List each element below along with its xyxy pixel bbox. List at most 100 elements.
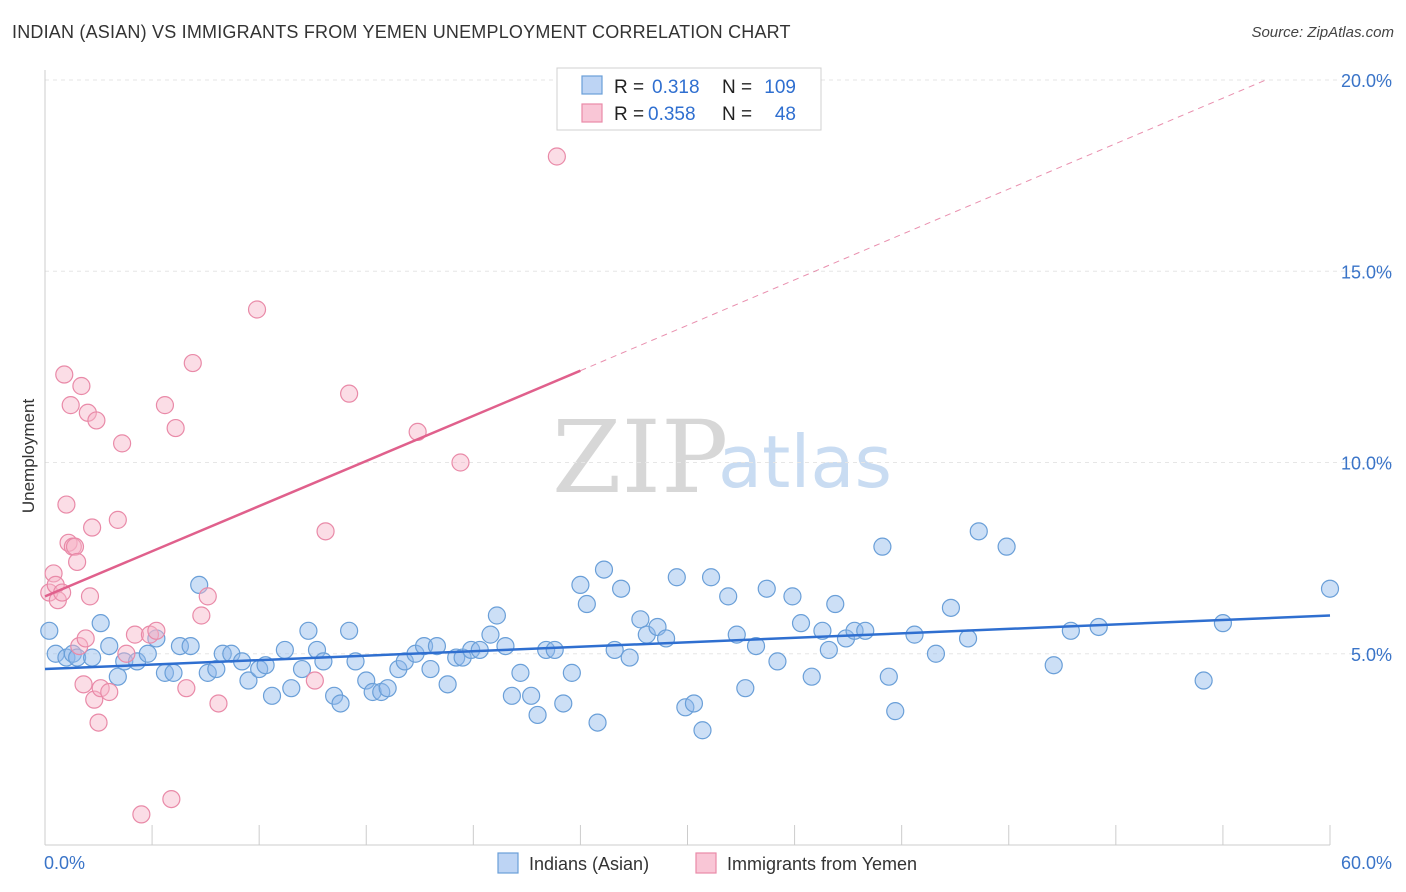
indians-asian-point <box>676 698 695 717</box>
indians-asian-point <box>340 621 359 640</box>
yemen-immigrants-point <box>132 805 151 824</box>
yemen-immigrants-point <box>87 411 106 430</box>
indians-asian-point <box>905 625 924 644</box>
yemen-immigrants-point <box>340 384 359 403</box>
yemen-immigrants-point <box>44 564 63 583</box>
indians-asian-point <box>879 667 898 686</box>
indians-asian-point <box>207 659 226 679</box>
legend-label-indians: Indians (Asian) <box>529 854 649 874</box>
indians-asian-point <box>856 621 875 640</box>
indians-asian-point <box>40 621 59 640</box>
yemen-immigrants-point <box>192 606 211 625</box>
indians-asian-point <box>997 537 1016 556</box>
indians-asian-point <box>181 636 200 656</box>
indians-asian-point <box>719 587 738 606</box>
indians-asian-point <box>1044 656 1063 675</box>
y-tick-label: 20.0% <box>1341 71 1392 91</box>
indians-asian-point <box>783 587 802 606</box>
indians-asian-point <box>571 575 590 595</box>
indians-asian-trend-line <box>44 614 1331 671</box>
indians-asian-point <box>562 663 581 682</box>
stats-n-value-indians: 109 <box>764 77 796 98</box>
indians-asian-point <box>378 679 397 698</box>
indians-asian-point <box>1089 617 1108 637</box>
source-label: Source: ZipAtlas.com <box>1251 24 1394 41</box>
indians-asian-point <box>414 636 434 656</box>
indians-asian-point <box>631 610 650 629</box>
watermark-zip: ZIP <box>552 399 728 516</box>
indians-asian-point <box>357 671 376 690</box>
y-tick-label: 15.0% <box>1341 262 1392 282</box>
indians-asian-point <box>768 652 787 671</box>
indians-asian-point <box>545 640 564 660</box>
indians-asian-point <box>813 621 832 640</box>
legend-label-yemen: Immigrants from Yemen <box>727 854 917 874</box>
x-tick-label-max: 60.0% <box>1341 853 1392 873</box>
indians-asian-point <box>438 675 457 694</box>
indians-asian-point <box>511 663 530 682</box>
indians-asian-point <box>1194 671 1213 690</box>
stats-r-label-yemen: R = <box>614 104 644 125</box>
legend-swatch-yemen <box>695 852 717 874</box>
indians-asian-point <box>1320 579 1340 598</box>
indians-asian-point <box>757 579 776 598</box>
yemen-immigrants-point <box>177 679 196 698</box>
yemen-immigrants-point <box>209 694 228 713</box>
indians-asian-point <box>138 644 157 663</box>
indians-asian-point <box>68 648 87 667</box>
y-tick-labels: 5.0% 10.0% 15.0% 20.0% <box>1341 71 1392 665</box>
indians-asian-point <box>819 640 838 660</box>
indians-asian-point <box>588 713 607 732</box>
indians-asian-point <box>736 679 755 698</box>
indians-asian-point <box>941 598 961 617</box>
yemen-immigrants-point <box>72 376 91 396</box>
indians-asian-point <box>746 636 766 656</box>
yemen-immigrants-point <box>305 671 324 690</box>
yemen-immigrants-point <box>100 682 119 702</box>
indians-asian-point <box>164 663 183 682</box>
yemen-immigrants-point <box>162 789 181 809</box>
yemen-immigrants-point <box>55 365 74 384</box>
indians-asian-point <box>522 686 541 705</box>
yemen-immigrants-point <box>247 300 267 319</box>
indians-asian-point <box>791 614 811 633</box>
indians-asian-point <box>886 702 905 721</box>
indians-asian-point <box>314 652 333 671</box>
yemen-immigrants-point <box>68 552 87 572</box>
yemen-immigrants-points <box>40 147 566 824</box>
indians-asian-points <box>40 522 1340 740</box>
stats-legend-swatch-indians <box>581 75 603 95</box>
stats-r-label-indians: R = <box>614 77 644 98</box>
yemen-immigrants-point <box>547 147 566 166</box>
indians-asian-point <box>802 667 821 686</box>
trend-lines <box>44 79 1331 671</box>
yemen-immigrants-point <box>85 690 104 709</box>
stats-legend: R = 0.318 N = 109 R = 0.358 N = 48 <box>556 67 822 131</box>
indians-asian-point <box>299 621 318 640</box>
yemen-immigrants-point <box>316 522 335 541</box>
yemen-immigrants-point <box>147 621 166 640</box>
indians-asian-point <box>577 594 596 614</box>
stats-r-value-yemen: 0.358 <box>648 104 696 125</box>
yemen-immigrants-point <box>166 418 185 438</box>
indians-asian-point <box>275 640 294 660</box>
indians-asian-point <box>684 694 704 713</box>
indians-asian-point <box>502 686 521 705</box>
stats-r-value-indians: 0.318 <box>652 77 700 98</box>
indians-asian-point <box>170 636 190 656</box>
indians-asian-point <box>528 705 547 725</box>
indians-asian-point <box>292 659 312 679</box>
indians-asian-point <box>826 594 845 614</box>
indians-asian-point <box>594 560 614 579</box>
stats-legend-swatch-yemen <box>581 103 603 123</box>
indians-asian-point <box>481 625 500 644</box>
yemen-immigrants-point <box>117 644 136 663</box>
indians-asian-point <box>873 537 892 556</box>
y-axis-label: Unemployment <box>19 399 38 514</box>
indians-asian-point <box>926 644 946 663</box>
yemen-immigrants-point <box>76 629 95 648</box>
indians-asian-point <box>701 568 721 587</box>
yemen-immigrants-point <box>451 453 470 472</box>
yemen-immigrants-point <box>125 625 145 644</box>
